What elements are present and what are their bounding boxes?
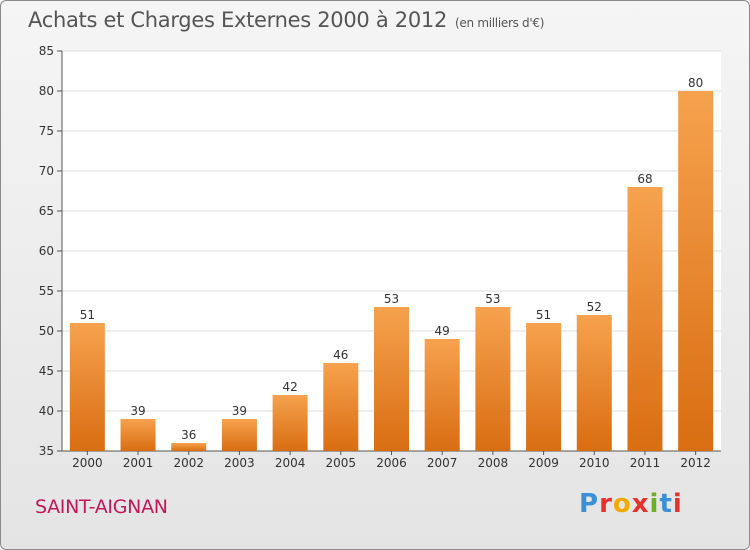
proxiti-logo: Proxiti <box>579 489 683 519</box>
bar-value-label: 36 <box>181 428 196 442</box>
x-tick-label: 2005 <box>326 456 357 470</box>
y-tick-label: 70 <box>39 164 54 178</box>
y-tick-label: 85 <box>39 44 54 58</box>
y-tick-label: 50 <box>39 324 54 338</box>
bar <box>69 323 105 451</box>
x-tick-label: 2006 <box>376 456 407 470</box>
bar <box>627 187 663 451</box>
x-tick-label: 2004 <box>275 456 306 470</box>
bar-value-label: 52 <box>587 300 602 314</box>
y-tick-label: 55 <box>39 284 54 298</box>
place-name: SAINT-AIGNAN <box>35 496 168 518</box>
bar <box>576 315 612 451</box>
bar-value-label: 39 <box>232 404 247 418</box>
bar-value-label: 49 <box>435 324 450 338</box>
logo-letter: t <box>659 489 673 519</box>
bar <box>526 323 562 451</box>
y-tick-label: 60 <box>39 244 54 258</box>
bar <box>424 339 460 451</box>
x-tick-label: 2003 <box>224 456 255 470</box>
bar-value-label: 53 <box>485 292 500 306</box>
bar-value-label: 51 <box>536 308 551 322</box>
bar <box>678 91 714 451</box>
y-tick-label: 40 <box>39 404 54 418</box>
bar-value-label: 42 <box>282 380 297 394</box>
chart-title: Achats et Charges Externes 2000 à 2012 (e… <box>28 8 544 32</box>
y-tick-label: 35 <box>39 444 54 458</box>
bar <box>374 307 409 451</box>
y-tick-label: 65 <box>39 204 54 218</box>
y-tick-label: 75 <box>39 124 54 138</box>
y-tick-label: 45 <box>39 364 54 378</box>
bar-value-label: 80 <box>688 76 703 90</box>
x-tick-label: 2002 <box>173 456 204 470</box>
y-tick-label: 80 <box>39 84 54 98</box>
logo-letter: P <box>579 489 600 519</box>
logo-letter: r <box>599 489 613 519</box>
x-tick-label: 2008 <box>478 456 509 470</box>
x-tick-label: 2012 <box>680 456 711 470</box>
logo-letter: i <box>649 489 660 519</box>
bar-value-label: 53 <box>384 292 399 306</box>
bar <box>323 363 359 451</box>
chart-title-text: Achats et Charges Externes 2000 à 2012 <box>28 8 448 32</box>
bar <box>221 419 257 451</box>
x-tick-label: 2001 <box>123 456 154 470</box>
x-tick-label: 2011 <box>630 456 661 470</box>
x-tick-label: 2007 <box>427 456 458 470</box>
bar-value-label: 51 <box>80 308 95 322</box>
bar-value-label: 46 <box>333 348 348 362</box>
logo-letter: o <box>612 489 632 519</box>
logo-letter: x <box>631 489 650 519</box>
logo-letter: i <box>672 489 683 519</box>
x-tick-label: 2000 <box>72 456 103 470</box>
x-tick-label: 2009 <box>528 456 559 470</box>
bar <box>171 443 207 451</box>
x-tick-label: 2010 <box>579 456 610 470</box>
bar-value-label: 68 <box>637 172 652 186</box>
bar <box>475 307 511 451</box>
bar <box>120 419 156 451</box>
bar <box>272 395 308 451</box>
bar-value-label: 39 <box>130 404 145 418</box>
chart-unit-note: (en milliers d'€) <box>455 16 545 30</box>
